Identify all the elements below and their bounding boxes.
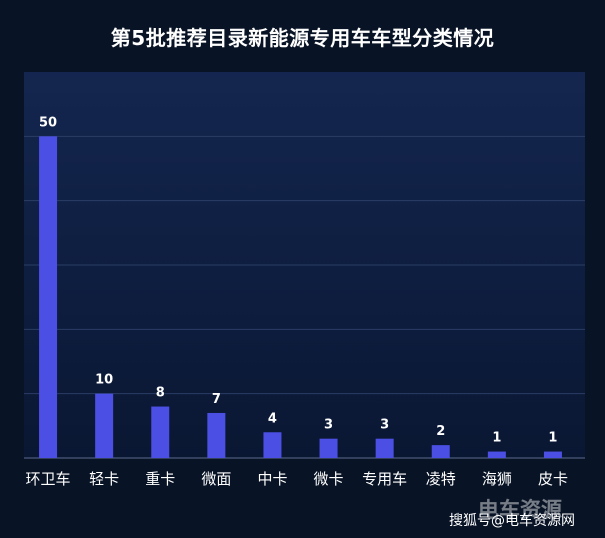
- bar: [543, 451, 562, 458]
- x-tick-label: 中卡: [257, 470, 287, 488]
- chart-title: 第5批推荐目录新能源专用车车型分类情况: [110, 26, 495, 50]
- data-label: 10: [95, 373, 113, 388]
- data-label: 2: [436, 424, 445, 439]
- x-tick-label: 微面: [201, 470, 231, 488]
- bar: [39, 136, 58, 459]
- data-label: 1: [548, 431, 557, 446]
- bar: [151, 406, 170, 458]
- data-label: 1: [492, 431, 501, 446]
- bar: [263, 432, 282, 458]
- x-tick-label: 皮卡: [538, 470, 568, 488]
- watermark-source: 搜狐号@电车资源网: [449, 513, 575, 529]
- bar: [375, 438, 394, 458]
- x-tick-label: 凌特: [426, 470, 456, 488]
- data-label: 8: [156, 386, 165, 401]
- bar: [487, 451, 506, 458]
- x-tick-label: 重卡: [145, 470, 175, 488]
- data-label: 4: [268, 411, 277, 426]
- bar: [207, 412, 226, 458]
- x-tick-label: 环卫车: [26, 470, 71, 488]
- x-tick-label: 微卡: [314, 470, 344, 488]
- data-label: 3: [324, 418, 333, 433]
- x-tick-label: 专用车: [362, 470, 407, 488]
- data-label: 3: [380, 418, 389, 433]
- watermark-logo: 电车资源: [478, 498, 562, 522]
- bar: [319, 438, 338, 458]
- data-label: 7: [212, 392, 221, 407]
- x-tick-label: 海狮: [482, 470, 512, 488]
- x-tick-label: 轻卡: [89, 470, 119, 488]
- data-label: 50: [39, 115, 57, 130]
- bar: [95, 393, 114, 458]
- bar: [431, 445, 450, 458]
